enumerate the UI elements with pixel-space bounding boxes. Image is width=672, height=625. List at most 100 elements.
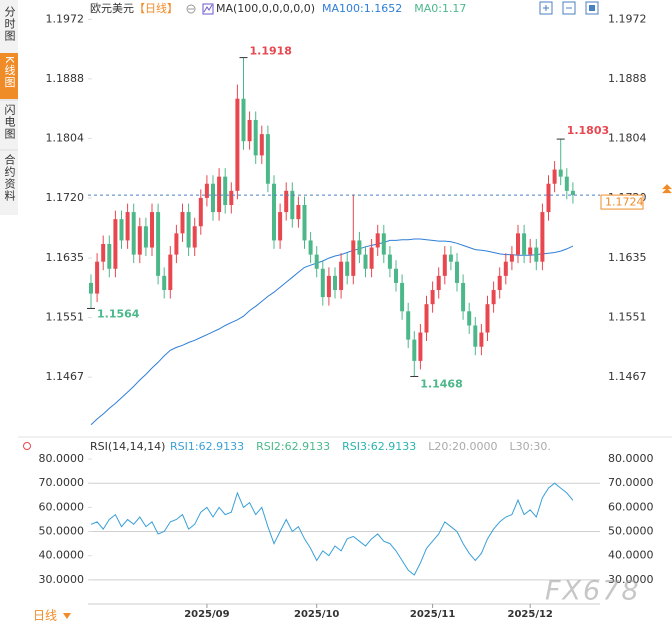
y-tick-label-right: 70.0000 [608,476,654,489]
candle-body [217,176,222,213]
rsi-line [90,482,574,576]
candle-body [259,134,264,156]
candle-body [570,190,575,196]
y-tick-label: 1.1551 [46,311,85,324]
candle-body [113,219,118,269]
price-annotation: 1.1468 [420,377,462,390]
y-tick-label: 60.0000 [39,500,85,513]
candle-body [497,275,502,291]
y-tick-label-right: 30.0000 [608,573,654,586]
y-tick-label-right: 60.0000 [608,500,654,513]
tab[interactable]: 分时图 [3,6,16,42]
candle-body [265,134,270,184]
y-tick-label: 1.1467 [46,370,85,383]
candle-body [314,254,319,269]
y-tick-label-right: 40.0000 [608,549,654,562]
candle-body [101,243,106,262]
legend-entry: L30:30. [510,440,551,453]
settings-icon[interactable] [23,442,31,450]
period-tab[interactable]: 日线 [33,609,57,623]
tab[interactable]: 合约资料 [3,153,16,202]
candle-body [467,311,472,326]
candle-body [290,190,295,220]
price-annotation: 1.1564 [97,307,140,320]
legend-entry: MA100:1.1652 [322,2,402,15]
candle-body [412,339,417,361]
candle-body [296,204,301,220]
candle-body [479,332,484,347]
candle-body [394,268,398,283]
x-tick-label: 2025/12 [507,609,552,620]
indicator-title: RSI(14,14,14) [90,440,165,453]
candle-body [137,226,142,255]
x-tick-label: 2025/11 [410,609,455,620]
y-tick-label: 1.1888 [46,72,85,85]
indicator-icon [203,4,213,13]
candle-body [473,325,478,347]
candle-body [509,254,514,262]
candle-body [204,183,209,198]
candle-body [162,275,167,291]
candle-body [229,190,234,205]
candle-body [534,247,539,262]
ma-line [90,238,574,426]
price-annotation: 1.1803 [567,124,609,137]
y-tick-label: 30.0000 [39,573,85,586]
candle-body [156,212,161,276]
candle-body [546,183,551,213]
candle-body [223,176,228,205]
candle-body [150,212,154,248]
dropdown-arrow[interactable] [63,613,71,619]
candle-body [491,290,496,305]
period[interactable]: 【日线】 [134,1,178,15]
y-tick-label: 70.0000 [39,476,85,489]
y-tick-label-right: 1.1635 [608,251,647,264]
legend-entry: RSI2:62.9133 [256,440,330,453]
x-tick-label: 2025/09 [184,609,229,620]
y-tick-label-right: 1.1972 [608,12,647,25]
candle-body [143,226,148,248]
candle-body [455,261,459,283]
y-tick-label: 1.1635 [46,251,85,264]
candle-body [284,190,289,213]
candle-body [375,233,380,248]
tool-zoom-in[interactable] [539,1,553,15]
legend-entry: L20:20.0000 [428,440,497,453]
y-tick-label: 1.1972 [46,12,85,25]
tab-active[interactable]: K线图 [3,56,16,88]
tool-reset[interactable] [585,1,599,15]
collapse-icon[interactable] [186,4,196,14]
candle-body [461,282,466,312]
y-tick-label: 1.1720 [46,191,85,204]
candle-body [235,98,240,191]
candle-body [278,212,283,241]
last-price-arrow [662,184,672,190]
candle-body [528,247,533,255]
candle-body [442,254,447,276]
indicator-icon[interactable] [202,3,214,15]
legend-entry: RSI1:62.9133 [170,440,244,453]
y-tick-label: 50.0000 [39,525,85,538]
y-tick-label: 80.0000 [39,452,85,465]
candle-body [125,212,130,241]
candle-body [174,233,179,255]
candle-body [558,169,563,177]
candle-body [351,240,356,276]
legend-entry: RSI3:62.9133 [342,440,416,453]
candle-body [516,233,520,255]
candle-body [369,247,374,269]
candle-body [168,254,173,291]
indicator: MA(100,0,0,0,0,0) [216,2,315,15]
candle-body [180,212,185,234]
candle-body [406,311,411,340]
y-tick-label-right: 80.0000 [608,452,654,465]
candle-body [363,254,368,269]
candle-body [89,282,93,294]
legend-entry: MA0:1.17 [414,2,466,15]
price-annotation: 1.1918 [250,45,292,58]
tab[interactable]: 闪电图 [3,103,16,140]
y-tick-label-right: 1.1467 [608,370,647,383]
active-tab-bg [0,53,18,99]
tool-zoom-out[interactable] [562,1,576,15]
